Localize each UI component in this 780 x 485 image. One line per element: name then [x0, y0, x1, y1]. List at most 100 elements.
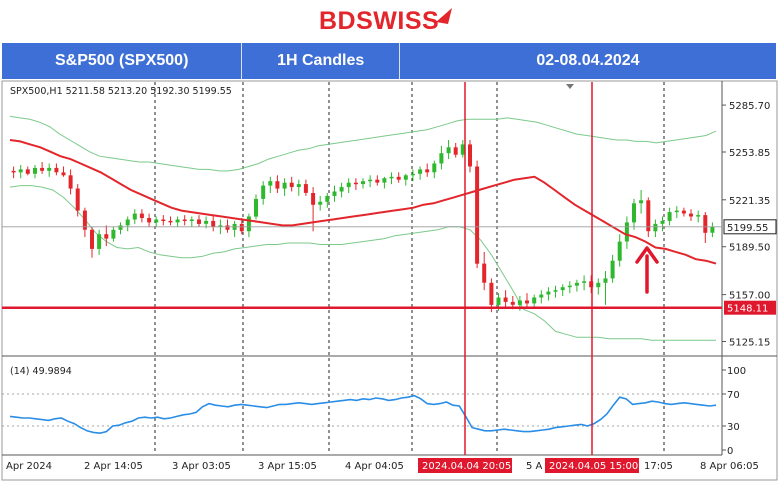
candle-body [567, 285, 572, 288]
time-axis-label: 5 A [526, 461, 543, 472]
candle-body [254, 198, 258, 217]
candle-body [132, 213, 137, 220]
candle-body [639, 200, 644, 204]
rsi-label: (14) 49.9894 [10, 366, 72, 377]
candle-body [332, 191, 337, 196]
price-tick-label: 5285.70 [729, 101, 770, 112]
logo-graphic: BDSWISS [319, 7, 452, 35]
candle-body [147, 218, 152, 223]
support-price-box [724, 300, 776, 315]
candle-body [589, 281, 594, 288]
time-axis-label: 17:05 [644, 461, 673, 472]
candle-body [239, 223, 244, 232]
candle-body [111, 229, 116, 239]
annotation-arrow-up-icon [635, 246, 659, 264]
candle-body [368, 179, 373, 182]
candle-body [539, 294, 544, 298]
candle-body [425, 169, 430, 173]
candle-body [268, 181, 273, 186]
moving-average-series [9, 139, 717, 265]
candle-body [154, 219, 159, 223]
candle-body [197, 219, 201, 224]
time-axis-label: Apr 2024 [6, 461, 52, 472]
price-tick-label: 5253.85 [729, 148, 770, 159]
candle-body [667, 212, 672, 221]
candle-body [418, 169, 423, 174]
candle-body [503, 297, 508, 302]
candle-body [33, 167, 37, 174]
time-axis-label: 3 Apr 03:05 [172, 461, 231, 472]
candle-body [18, 169, 23, 173]
candle-body [246, 216, 251, 232]
candle-body [261, 185, 266, 199]
price-tick-label: 5189.50 [729, 243, 770, 254]
candle-body [289, 182, 294, 188]
candle-body [311, 193, 316, 205]
rsi-tick-label: 70 [727, 390, 740, 401]
candle-body [361, 181, 365, 185]
candle-body [468, 144, 472, 167]
candle-body [303, 184, 308, 193]
candle-body [225, 225, 230, 230]
candle-body [482, 263, 487, 283]
symbol-label: S&P500 (SPX500) [2, 43, 243, 79]
candle-body [82, 210, 87, 230]
price-chart: SPX500,H1 5211.58 5213.20 5192.30 5199.5… [1, 80, 778, 481]
candle-body [139, 213, 144, 218]
candle-body [574, 282, 579, 286]
candle-body [681, 210, 686, 214]
candle-body [646, 200, 651, 232]
rsi-tick-label: 0 [727, 446, 733, 457]
candle-body [439, 153, 444, 164]
current-price-label: 5199.55 [727, 223, 768, 234]
candle-body [525, 300, 529, 304]
candle-body [446, 147, 451, 154]
candle-body [532, 297, 537, 304]
time-axis-label: 2 Apr 14:05 [84, 461, 143, 472]
candle-body [382, 178, 387, 183]
marked-time-box [545, 458, 639, 473]
time-axis-label: 4 Apr 04:05 [345, 461, 404, 472]
candle-body [510, 301, 515, 305]
candle-body [25, 169, 30, 174]
candle-body [632, 203, 636, 223]
candle-body [218, 225, 223, 227]
price-tick-label: 5125.15 [729, 338, 770, 349]
candle-body [546, 291, 551, 295]
candle-body [11, 170, 16, 173]
candle-body [460, 144, 465, 155]
candle-body [389, 176, 394, 179]
chart-header-bar: S&P500 (SPX500) 1H Candles 02-08.04.2024 [2, 43, 776, 79]
scroll-marker-icon [566, 84, 574, 89]
candle-body [168, 220, 173, 223]
rsi-tick-label: 100 [727, 366, 746, 377]
candle-body [296, 184, 301, 187]
support-price-label: 5148.11 [727, 304, 768, 315]
bollinger-lower-series [9, 185, 716, 341]
rsi-series [9, 394, 717, 435]
price-info-line: SPX500,H1 5211.58 5213.20 5192.30 5199.5… [10, 86, 232, 97]
logo-swoosh-icon [436, 8, 452, 24]
candle-body [375, 179, 380, 183]
date-range-label: 02-08.04.2024 [536, 52, 640, 69]
candle-body [617, 241, 622, 261]
candle-body [582, 281, 587, 283]
candle-body [189, 219, 194, 221]
candle-body [75, 188, 80, 211]
brand-logo: BDSWISS [0, 0, 780, 40]
candle-body [325, 195, 330, 202]
candle-body [125, 219, 130, 226]
candle-body [696, 215, 701, 217]
candle-body [318, 201, 323, 205]
price-tick-label: 5157.00 [729, 291, 770, 302]
candle-body [54, 167, 59, 173]
timeframe-label: 1H Candles [242, 43, 400, 79]
candle-body [517, 300, 522, 305]
candle-body [610, 260, 615, 279]
candle-body [710, 226, 715, 233]
candle-body [624, 222, 629, 242]
marked-time-label: 2024.04.04 20:05 [422, 461, 511, 472]
candle-body [432, 163, 437, 173]
candle-body [68, 175, 73, 189]
candle-body [689, 213, 693, 217]
